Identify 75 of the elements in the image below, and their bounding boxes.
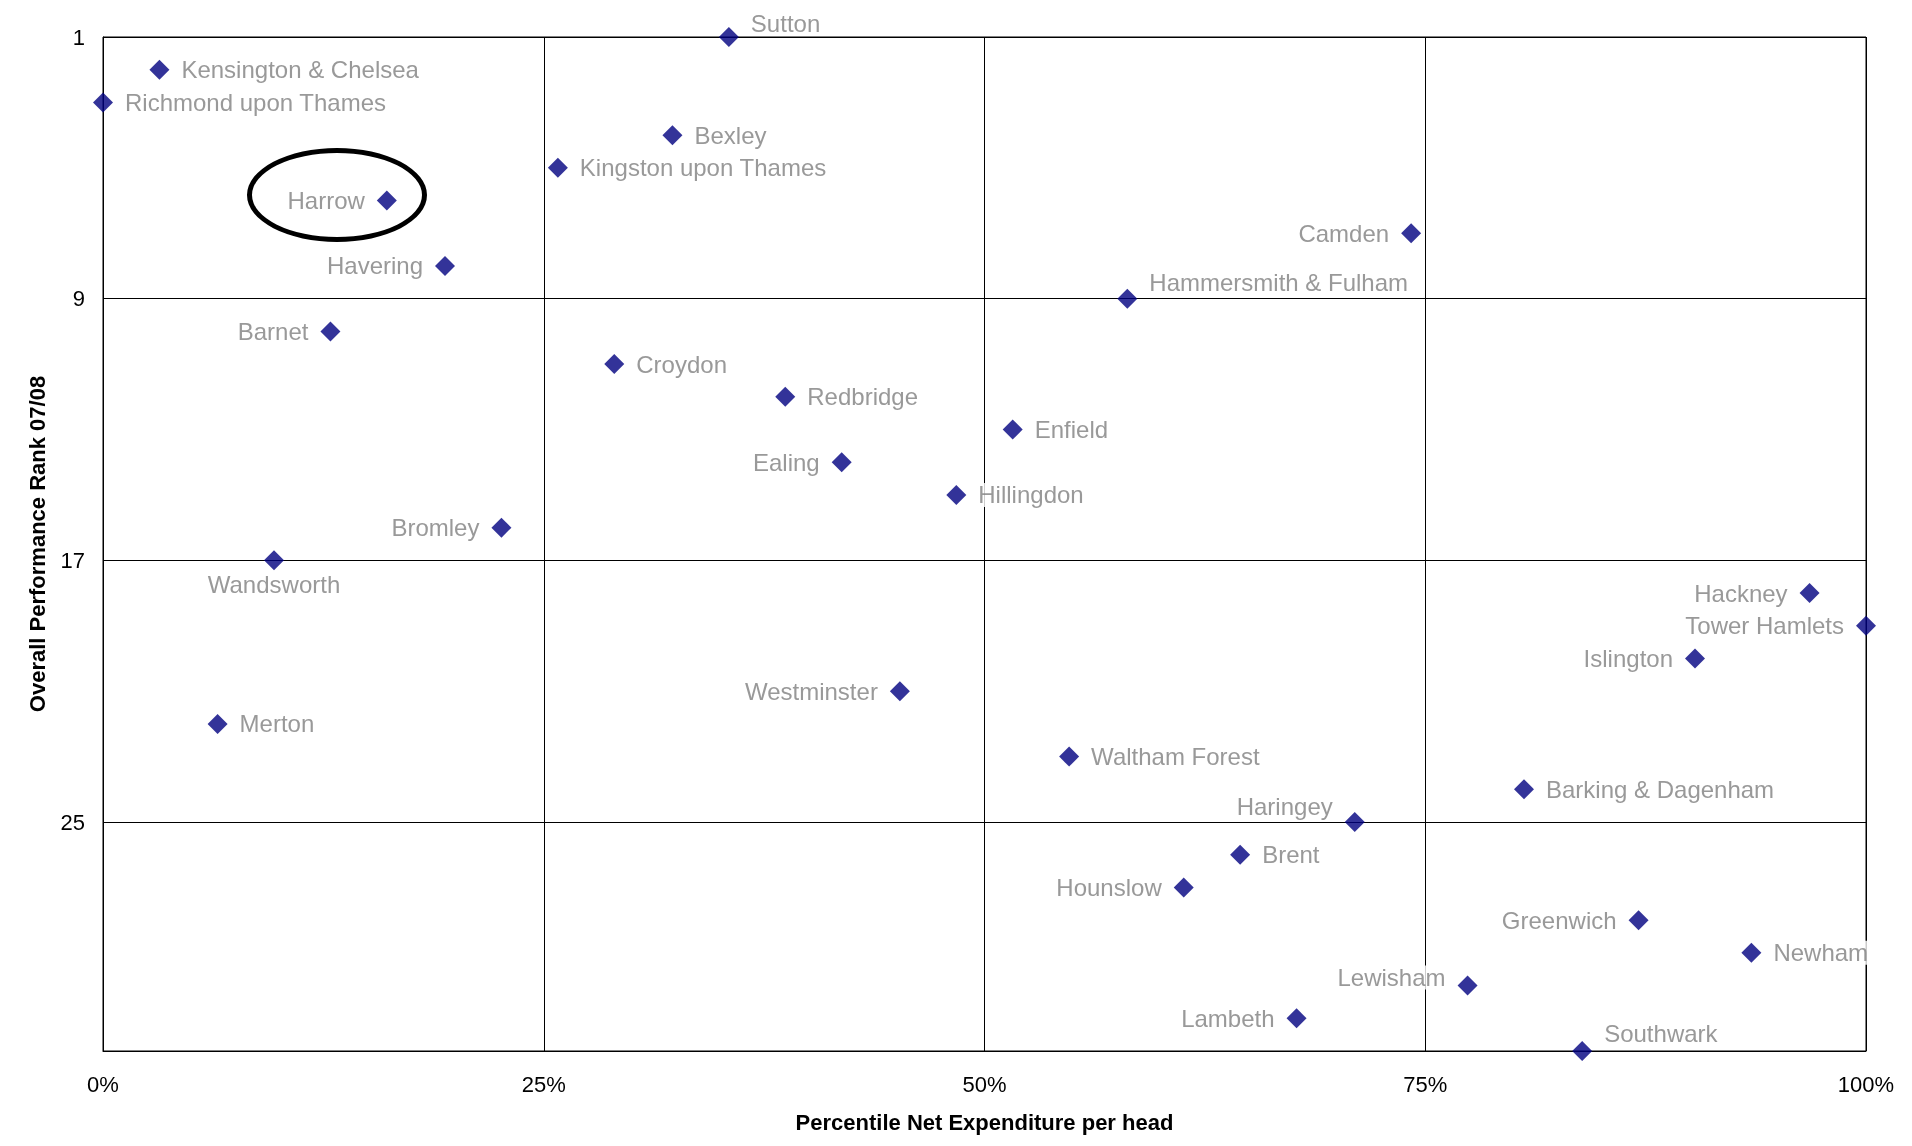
point xyxy=(1856,615,1876,636)
data-label: Croydon xyxy=(636,350,727,378)
point xyxy=(662,125,683,146)
data-label: Wandsworth xyxy=(207,570,341,598)
y-axis-title: Overall Performance Rank 07/08 xyxy=(24,375,50,713)
data-label: Tower Hamlets xyxy=(1685,612,1844,640)
point xyxy=(889,681,910,702)
data-label: Brent xyxy=(1262,841,1320,869)
point xyxy=(604,354,625,375)
data-label: Bromley xyxy=(391,514,480,542)
point xyxy=(1572,1041,1593,1061)
point xyxy=(1401,223,1422,244)
data-label: Lewisham xyxy=(1337,964,1446,992)
x-tick-label: 75% xyxy=(1403,1071,1448,1097)
data-label: Newham xyxy=(1773,939,1869,967)
y-tick-label: 25 xyxy=(60,809,85,835)
data-label: Barking & Dagenham xyxy=(1545,775,1775,803)
point xyxy=(1513,779,1534,800)
data-label: Westminster xyxy=(744,677,878,705)
point xyxy=(1628,910,1649,931)
data-label: Haringey xyxy=(1236,792,1333,820)
point xyxy=(149,59,170,80)
x-tick-label: 50% xyxy=(962,1071,1007,1097)
data-label: Camden xyxy=(1298,219,1390,247)
point xyxy=(1741,942,1762,963)
data-label: Lambeth xyxy=(1181,1004,1275,1032)
point xyxy=(320,321,341,342)
point xyxy=(1799,583,1820,604)
point xyxy=(718,27,739,47)
point xyxy=(1059,746,1080,767)
data-label: Islington xyxy=(1583,644,1673,672)
point xyxy=(1117,288,1138,309)
y-tick-label: 9 xyxy=(72,286,85,312)
data-label: Sutton xyxy=(750,9,821,37)
point xyxy=(1286,1008,1307,1029)
data-label: Bexley xyxy=(694,121,767,149)
data-label: Southwark xyxy=(1604,1019,1719,1047)
data-label: Ealing xyxy=(752,448,820,476)
data-label: Waltham Forest xyxy=(1091,743,1260,771)
data-label: Hammersmith & Fulham xyxy=(1149,269,1409,297)
data-label: Hillingdon xyxy=(978,481,1084,509)
point xyxy=(547,157,568,178)
point xyxy=(264,550,285,571)
point xyxy=(207,713,228,734)
point xyxy=(1002,419,1023,440)
data-label: Hounslow xyxy=(1056,873,1163,901)
point xyxy=(1457,975,1478,996)
x-tick-label: 25% xyxy=(521,1071,566,1097)
data-label: Havering xyxy=(326,252,424,280)
point xyxy=(93,92,113,113)
data-label: Barnet xyxy=(237,317,309,345)
data-label: Richmond upon Thames xyxy=(125,88,387,116)
data-label: Greenwich xyxy=(1501,906,1617,934)
point xyxy=(376,190,397,211)
x-axis-title: Percentile Net Expenditure per head xyxy=(795,1109,1174,1135)
point xyxy=(946,484,967,505)
data-label: Harrow xyxy=(287,187,366,215)
data-label: Redbridge xyxy=(807,383,919,411)
data-label: Kensington & Chelsea xyxy=(181,56,420,84)
point xyxy=(491,517,512,538)
data-label: Hackney xyxy=(1694,579,1788,607)
data-label: Kingston upon Thames xyxy=(579,154,827,182)
x-tick-label: 0% xyxy=(87,1071,119,1097)
y-tick-label: 1 xyxy=(72,24,85,50)
point xyxy=(435,255,456,276)
data-label: Enfield xyxy=(1034,416,1109,444)
point xyxy=(1684,648,1705,669)
point xyxy=(1344,812,1365,833)
data-label: Merton xyxy=(239,710,315,738)
point xyxy=(775,386,796,407)
y-tick-label: 17 xyxy=(60,547,85,573)
x-tick-label: 100% xyxy=(1837,1071,1895,1097)
point xyxy=(1230,844,1251,865)
point xyxy=(831,452,852,473)
point xyxy=(1173,877,1194,898)
